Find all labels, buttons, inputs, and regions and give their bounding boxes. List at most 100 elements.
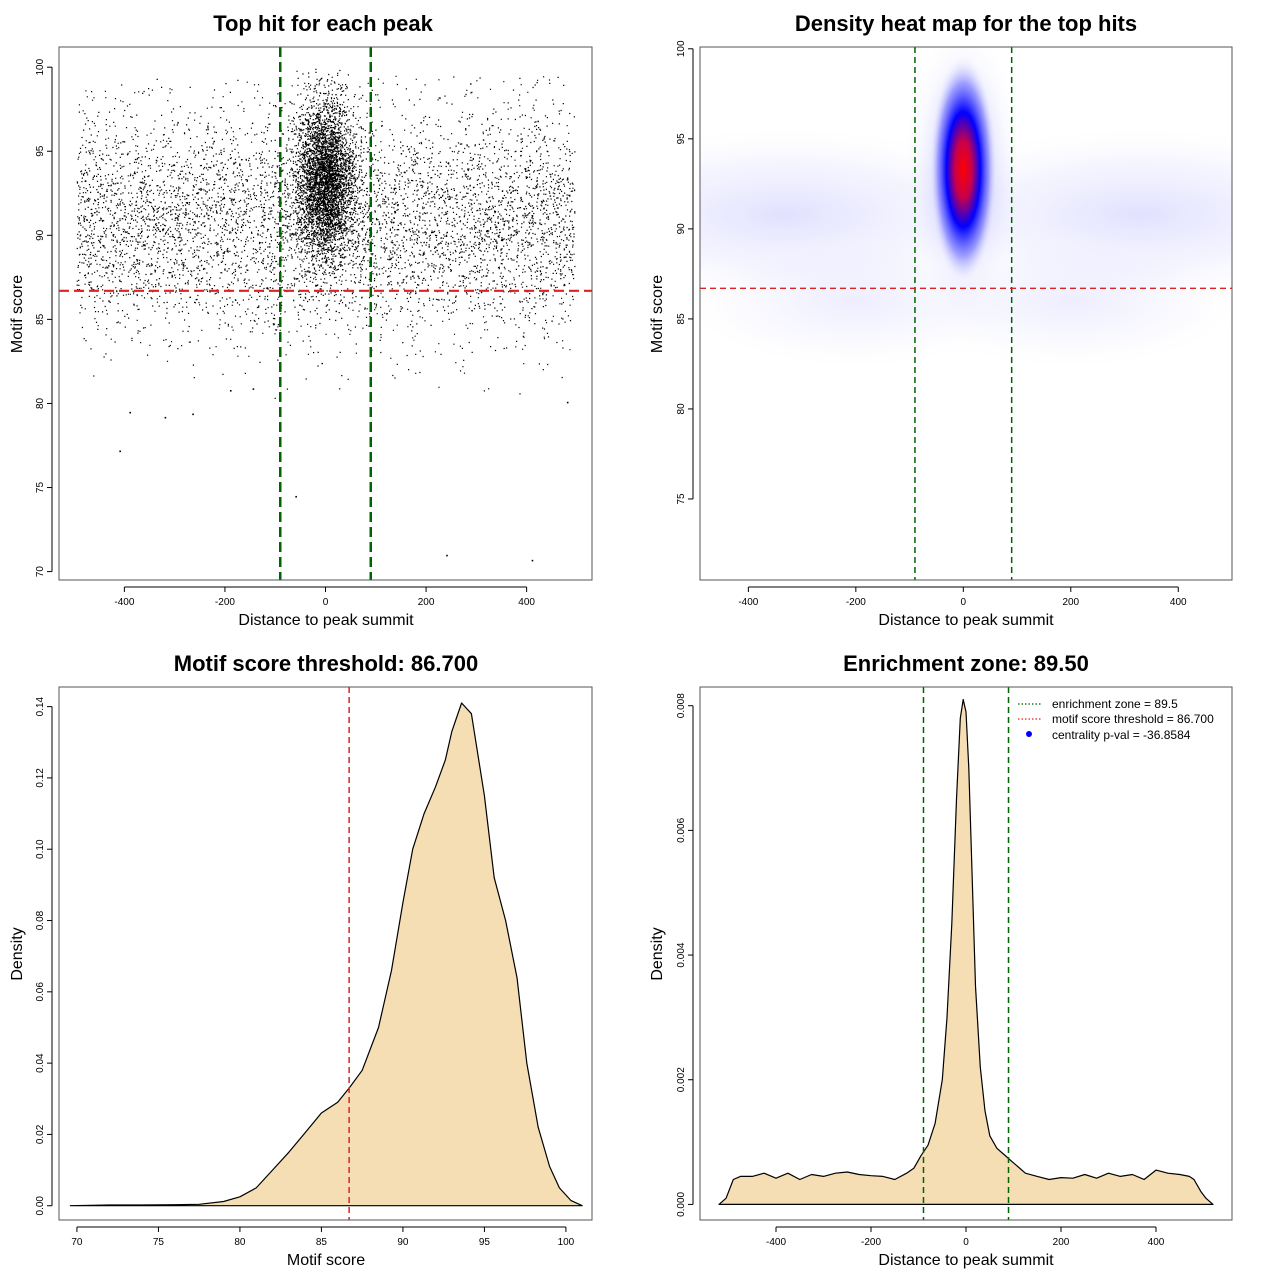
scatter-outlier-point [252, 388, 255, 390]
score-density-y-tick-label: 0.08 [35, 910, 46, 930]
distance-density-x-tick-label: 200 [1053, 1237, 1070, 1248]
distance-density-area [718, 698, 1214, 1205]
distance-density-y-tick-label: 0.002 [676, 1067, 687, 1092]
scatter-outlier-point [531, 559, 534, 562]
heatmap-x-tick-label: -400 [738, 597, 758, 608]
panel-distance-density: Enrichment zone: 89.50 -400 -200 0 200 400 0.… [649, 651, 1233, 1269]
distance-density-reference-lines [922, 687, 1010, 1220]
score-density-y-tick-label: 0.12 [35, 768, 46, 788]
heatmap-x-tick-label: 200 [1062, 597, 1079, 608]
scatter-y-axis-label: Motif score [9, 275, 26, 353]
scatter-y-tick-label: 75 [35, 482, 46, 494]
panel-scatter: Top hit for each peak -400 -200 0 200 400 70 7… [9, 11, 593, 629]
distance-density-title: Enrichment zone: 89.50 [843, 651, 1089, 676]
heatmap-x-tick-label: 0 [961, 597, 967, 608]
distance-density-y-tick-label: 0.006 [676, 817, 687, 842]
score-density-x-tick-label: 95 [479, 1237, 491, 1248]
distance-density-x-tick-label: 400 [1148, 1237, 1165, 1248]
heatmap-axes: -400 -200 0 200 400 75 80 85 90 95 100 [676, 40, 1187, 608]
scatter-plot-frame [58, 46, 593, 581]
score-density-x-tick-label: 90 [397, 1237, 409, 1248]
score-density-x-tick-label: 75 [153, 1237, 165, 1248]
heatmap-x-axis-label: Distance to peak summit [878, 612, 1054, 629]
distance-density-curve [718, 698, 1214, 1205]
scatter-points [76, 68, 576, 562]
score-density-x-tick-label: 85 [316, 1237, 328, 1248]
score-density-y-tick-label: 0.06 [35, 982, 46, 1002]
distance-density-legend: enrichment zone = 89.5 motif score thres… [1018, 697, 1214, 742]
heatmap-y-tick-label: 75 [676, 493, 687, 505]
score-density-plot-frame [58, 686, 593, 1221]
score-density-y-tick-label: 0.04 [35, 1053, 46, 1073]
scatter-outlier-point [446, 554, 448, 557]
score-density-area [69, 702, 583, 1207]
scatter-y-tick-label: 100 [35, 58, 46, 75]
heatmap-y-tick-label: 90 [676, 223, 687, 235]
score-density-curve [69, 702, 583, 1207]
heatmap-x-tick-label: -200 [846, 597, 866, 608]
distance-density-y-tick-label: 0.004 [676, 942, 687, 967]
score-density-axes: 70 75 80 85 90 95 100 0.00 0.02 0.04 0.06 0.08 0.10 0… [35, 696, 575, 1248]
heatmap-plot-frame [699, 46, 1233, 581]
scatter-outlier-point [119, 450, 121, 453]
score-density-title: Motif score threshold: 86.700 [174, 651, 478, 676]
score-density-y-tick-label: 0.10 [35, 839, 46, 859]
scatter-outlier-point [192, 413, 194, 416]
scatter-x-tick-label: 400 [518, 597, 535, 608]
scatter-outlier-point [566, 401, 569, 404]
panel-heatmap: Density heat map for the top hits -400 -2… [649, 11, 1233, 629]
scatter-y-tick-label: 95 [35, 145, 46, 157]
distance-density-axes: -400 -200 0 200 400 0.000 0.002 0.004 0.006 0.008 [676, 693, 1165, 1248]
legend-centrality-label: centrality p-val = -36.8584 [1052, 728, 1191, 742]
heatmap-y-tick-label: 100 [676, 40, 687, 57]
score-density-y-tick-label: 0.00 [35, 1196, 46, 1216]
panel-score-density: Motif score threshold: 86.700 70 75 80 85 90… [9, 651, 593, 1269]
scatter-y-tick-label: 85 [35, 313, 46, 325]
distance-density-x-axis-label: Distance to peak summit [878, 1252, 1054, 1269]
score-density-y-tick-label: 0.02 [35, 1124, 46, 1144]
scatter-y-tick-label: 80 [35, 397, 46, 409]
heatmap-title: Density heat map for the top hits [795, 11, 1137, 36]
heatmap-reference-lines [700, 47, 1232, 580]
scatter-point-cloud [76, 68, 576, 400]
score-density-x-tick-label: 100 [558, 1237, 575, 1248]
heatmap-y-tick-label: 95 [676, 133, 687, 145]
scatter-reference-lines [59, 47, 592, 580]
legend-enrichment-zone-label: enrichment zone = 89.5 [1052, 697, 1178, 711]
distance-density-x-tick-label: -200 [861, 1237, 881, 1248]
scatter-outlier-point [229, 390, 232, 392]
heatmap-y-tick-label: 80 [676, 403, 687, 415]
heatmap-core [929, 54, 998, 285]
distance-density-y-tick-label: 0.008 [676, 693, 687, 718]
distance-density-plot-frame [699, 686, 1233, 1221]
scatter-axes: -400 -200 0 200 400 70 75 80 85 90 95 100 [35, 58, 535, 608]
legend-centrality-dot [1026, 731, 1032, 737]
scatter-y-tick-label: 90 [35, 229, 46, 241]
scatter-y-tick-label: 70 [35, 566, 46, 578]
score-density-x-tick-label: 70 [71, 1237, 83, 1248]
scatter-outlier-point [295, 495, 297, 498]
scatter-x-tick-label: -200 [215, 597, 235, 608]
distance-density-x-tick-label: -400 [766, 1237, 786, 1248]
scatter-x-tick-label: 0 [323, 597, 329, 608]
distance-density-x-tick-label: 0 [963, 1237, 969, 1248]
score-density-x-axis-label: Motif score [287, 1252, 365, 1269]
scatter-x-axis-label: Distance to peak summit [238, 612, 414, 629]
scatter-title: Top hit for each peak [213, 11, 433, 36]
heatmap-y-axis-label: Motif score [649, 275, 666, 353]
score-density-x-tick-label: 80 [234, 1237, 246, 1248]
heatmap-y-tick-label: 85 [676, 313, 687, 325]
heatmap-density [700, 47, 1232, 371]
heatmap-x-tick-label: 400 [1170, 597, 1187, 608]
scatter-x-tick-label: -400 [114, 597, 134, 608]
scatter-x-tick-label: 200 [418, 597, 435, 608]
distance-density-y-tick-label: 0.000 [676, 1191, 687, 1216]
distance-density-y-axis-label: Density [649, 927, 666, 980]
scatter-outlier-point [164, 416, 167, 419]
score-density-y-tick-label: 0.14 [35, 696, 46, 716]
legend-motif-threshold-label: motif score threshold = 86.700 [1052, 712, 1214, 726]
score-density-y-axis-label: Density [9, 927, 26, 980]
scatter-outlier-point [129, 411, 131, 414]
